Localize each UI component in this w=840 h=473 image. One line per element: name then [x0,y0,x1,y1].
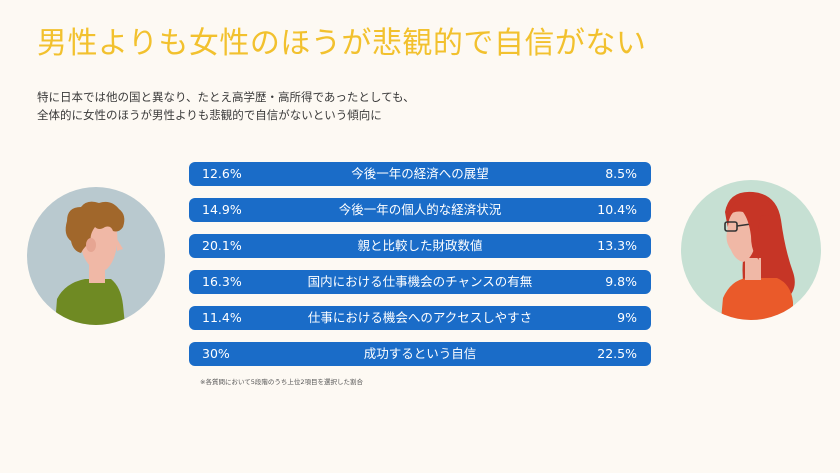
male-value: 30% [202,346,230,361]
male-value: 20.1% [202,238,242,253]
female-value: 9.8% [605,274,637,289]
male-value: 16.3% [202,274,242,289]
bar-label: 成功するという自信 [363,346,477,361]
female-value: 10.4% [597,202,637,217]
bar-label: 国内における仕事機会のチャンスの有無 [307,274,533,289]
bar-label: 親と比較した財政数値 [357,238,483,253]
bar-label: 仕事における機会へのアクセスしやすさ [307,310,533,325]
woman-avatar-icon [681,180,821,320]
subtitle-line-2: 全体的に女性のほうが男性よりも悲観的で自信がないという傾向に [37,108,382,122]
male-value: 12.6% [202,166,242,181]
comparison-bars: 12.6% 今後一年の経済への展望 8.5% 14.9% 今後一年の個人的な経済… [189,162,651,378]
bar-label: 今後一年の個人的な経済状況 [338,202,502,217]
subtitle: 特に日本では他の国と異なり、たとえ高学歴・高所得であったとしても、 全体的に女性… [37,88,415,124]
comparison-bar: 16.3% 国内における仕事機会のチャンスの有無 9.8% [189,270,651,294]
comparison-bar: 20.1% 親と比較した財政数値 13.3% [189,234,651,258]
footnote: ※各質問において5段階のうち上位2項目を選択した割合 [200,378,364,386]
subtitle-line-1: 特に日本では他の国と異なり、たとえ高学歴・高所得であったとしても、 [37,90,415,104]
female-value: 8.5% [605,166,637,181]
female-value: 22.5% [597,346,637,361]
comparison-bar: 12.6% 今後一年の経済への展望 8.5% [189,162,651,186]
page-title: 男性よりも女性のほうが悲観的で自信がない [37,26,647,61]
male-value: 11.4% [202,310,242,325]
bar-label: 今後一年の経済への展望 [351,166,489,181]
male-value: 14.9% [202,202,242,217]
comparison-bar: 14.9% 今後一年の個人的な経済状況 10.4% [189,198,651,222]
man-avatar-icon [27,187,165,325]
comparison-bar: 30% 成功するという自信 22.5% [189,342,651,366]
female-value: 9% [617,310,637,325]
comparison-bar: 11.4% 仕事における機会へのアクセスしやすさ 9% [189,306,651,330]
female-value: 13.3% [597,238,637,253]
